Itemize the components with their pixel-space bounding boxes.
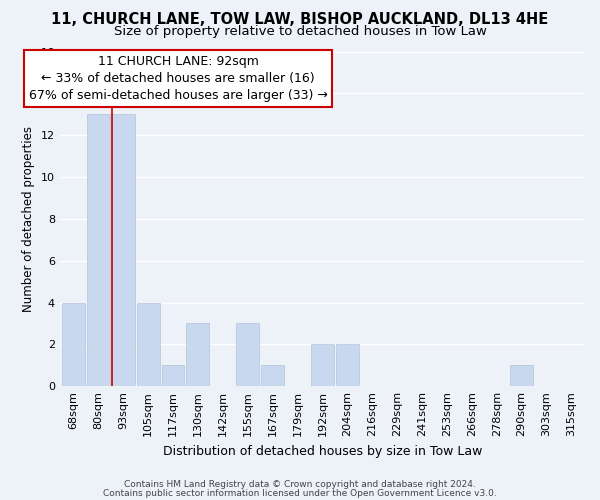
Text: 11, CHURCH LANE, TOW LAW, BISHOP AUCKLAND, DL13 4HE: 11, CHURCH LANE, TOW LAW, BISHOP AUCKLAN… <box>52 12 548 28</box>
Text: Contains public sector information licensed under the Open Government Licence v3: Contains public sector information licen… <box>103 488 497 498</box>
Y-axis label: Number of detached properties: Number of detached properties <box>22 126 35 312</box>
Text: Contains HM Land Registry data © Crown copyright and database right 2024.: Contains HM Land Registry data © Crown c… <box>124 480 476 489</box>
Text: Size of property relative to detached houses in Tow Law: Size of property relative to detached ho… <box>113 25 487 38</box>
Bar <box>261 366 284 386</box>
Bar <box>236 324 259 386</box>
Bar <box>336 344 359 386</box>
Bar <box>510 366 533 386</box>
Bar <box>137 302 160 386</box>
Bar <box>112 114 134 386</box>
X-axis label: Distribution of detached houses by size in Tow Law: Distribution of detached houses by size … <box>163 444 482 458</box>
Bar <box>161 366 184 386</box>
Bar <box>187 324 209 386</box>
Bar <box>311 344 334 386</box>
Bar <box>87 114 110 386</box>
Text: 11 CHURCH LANE: 92sqm
← 33% of detached houses are smaller (16)
67% of semi-deta: 11 CHURCH LANE: 92sqm ← 33% of detached … <box>29 54 328 102</box>
Bar <box>62 302 85 386</box>
